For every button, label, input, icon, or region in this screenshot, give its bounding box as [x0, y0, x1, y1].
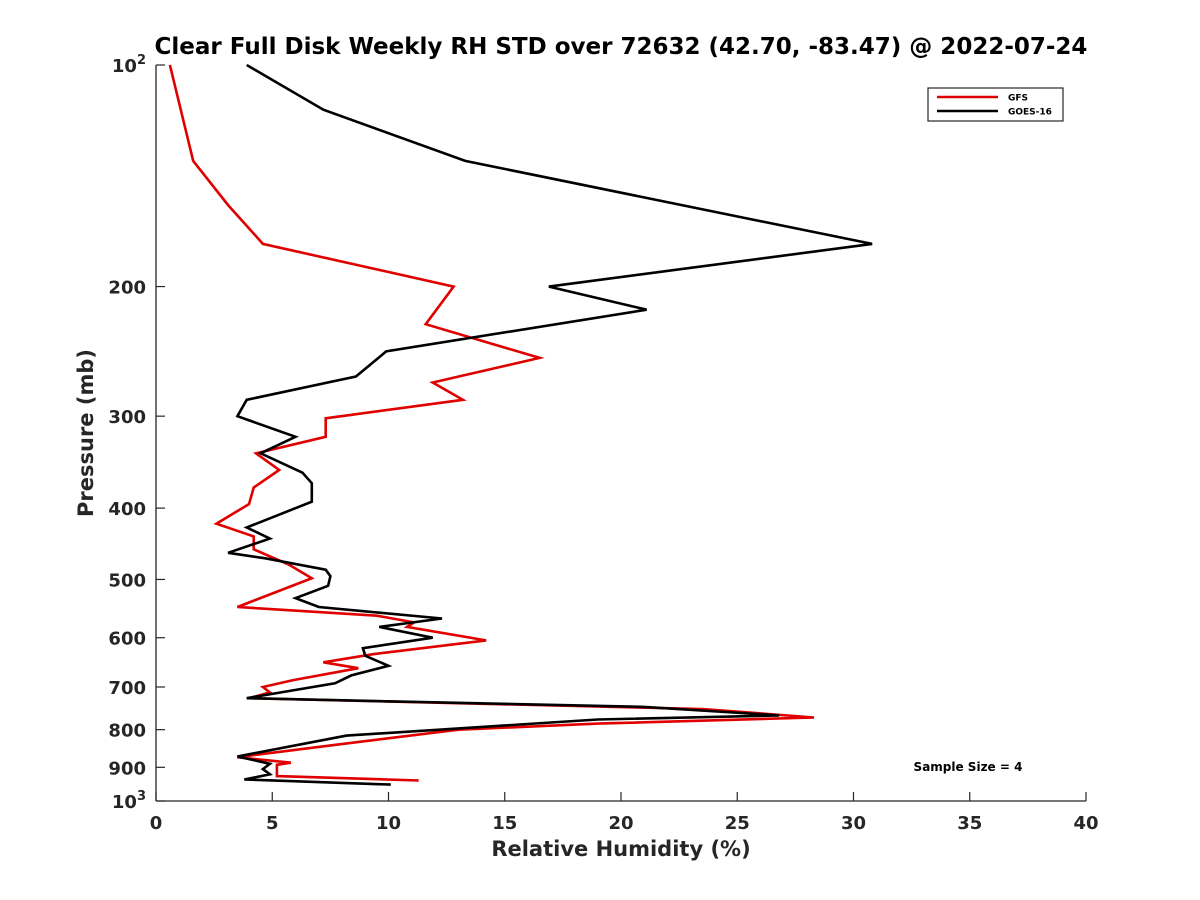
y-tick-label: 700	[108, 678, 146, 699]
x-tick-label: 25	[725, 813, 750, 834]
chart-title: Clear Full Disk Weekly RH STD over 72632…	[155, 34, 1088, 60]
x-axis-label: Relative Humidity (%)	[491, 837, 750, 861]
sample-size-annotation: Sample Size = 4	[914, 760, 1023, 774]
x-tick-label: 10	[376, 813, 401, 834]
x-tick-label: 40	[1073, 813, 1098, 834]
series-line-gfs	[168, 64, 815, 782]
x-tick-label: 15	[492, 813, 517, 834]
y-tick-label: 103	[112, 789, 146, 813]
y-tick-label: 500	[108, 570, 146, 591]
x-tick-label: 20	[608, 813, 633, 834]
series-layer	[168, 63, 873, 786]
legend-label: GOES-16	[1008, 108, 1052, 118]
legend: GFS GOES-16	[927, 87, 1064, 122]
y-axis-label: Pressure (mb)	[74, 349, 98, 517]
legend-box	[927, 87, 1064, 122]
axes-layer: 0 5 10 15 20 25 30 35 40 102 200 300 400 500 600 700 800…	[108, 53, 1098, 834]
legend-label: GFS	[1008, 94, 1028, 104]
series-line-goes-16	[227, 63, 873, 786]
y-tick-label: 102	[112, 53, 146, 77]
x-tick-label: 5	[266, 813, 279, 834]
y-tick-label: 300	[108, 407, 146, 428]
y-tick-label: 800	[108, 721, 146, 742]
x-tick-label: 35	[957, 813, 982, 834]
y-tick-label: 600	[108, 629, 146, 650]
y-tick-label: 200	[108, 278, 146, 299]
y-tick-label: 900	[108, 758, 146, 779]
x-tick-label: 0	[150, 813, 163, 834]
y-tick-label: 400	[108, 499, 146, 520]
x-tick-label: 30	[841, 813, 866, 834]
